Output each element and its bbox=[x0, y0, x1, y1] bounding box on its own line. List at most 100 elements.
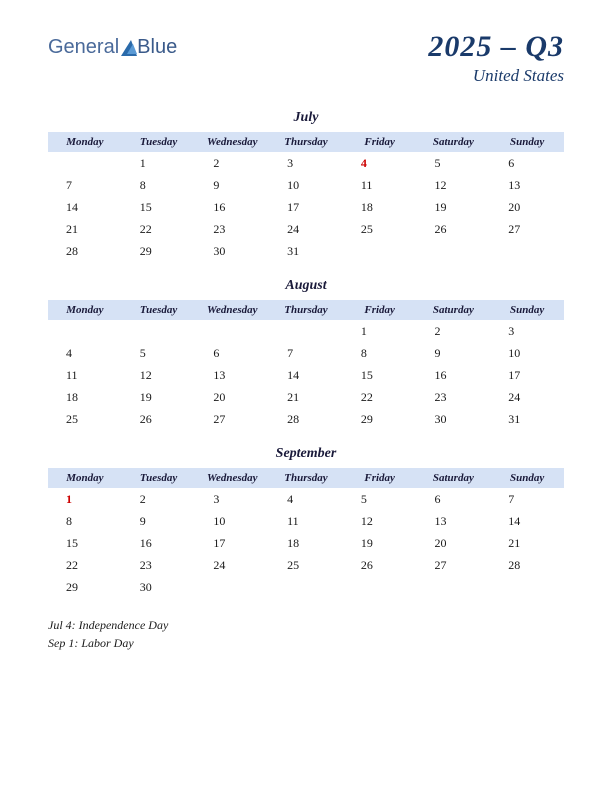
day-cell bbox=[343, 240, 417, 262]
day-cell: 2 bbox=[195, 152, 269, 174]
day-cell bbox=[269, 320, 343, 342]
day-cell: 23 bbox=[195, 218, 269, 240]
calendar-table: MondayTuesdayWednesdayThursdayFridaySatu… bbox=[48, 468, 564, 598]
day-cell: 9 bbox=[122, 510, 196, 532]
table-row: 123 bbox=[48, 320, 564, 342]
table-row: 45678910 bbox=[48, 342, 564, 364]
table-row: 2930 bbox=[48, 576, 564, 598]
day-cell: 24 bbox=[195, 554, 269, 576]
month-name: September bbox=[48, 446, 564, 462]
calendar-table: MondayTuesdayWednesdayThursdayFridaySatu… bbox=[48, 300, 564, 430]
day-header: Sunday bbox=[490, 468, 564, 488]
day-cell: 21 bbox=[490, 532, 564, 554]
day-cell: 13 bbox=[490, 174, 564, 196]
table-row: 25262728293031 bbox=[48, 408, 564, 430]
day-cell: 29 bbox=[48, 576, 122, 598]
day-cell: 19 bbox=[417, 196, 491, 218]
day-cell: 12 bbox=[417, 174, 491, 196]
day-cell: 31 bbox=[269, 240, 343, 262]
day-cell: 22 bbox=[122, 218, 196, 240]
day-cell: 20 bbox=[417, 532, 491, 554]
day-cell: 6 bbox=[195, 342, 269, 364]
table-row: 891011121314 bbox=[48, 510, 564, 532]
day-cell: 4 bbox=[48, 342, 122, 364]
day-cell: 8 bbox=[48, 510, 122, 532]
day-cell: 19 bbox=[122, 386, 196, 408]
day-header: Monday bbox=[48, 300, 122, 320]
title-block: 2025 – Q3 United States bbox=[428, 30, 564, 86]
table-row: 21222324252627 bbox=[48, 218, 564, 240]
day-cell: 18 bbox=[269, 532, 343, 554]
day-cell: 16 bbox=[195, 196, 269, 218]
day-header: Thursday bbox=[269, 300, 343, 320]
day-cell bbox=[490, 240, 564, 262]
day-cell: 20 bbox=[490, 196, 564, 218]
day-cell bbox=[269, 576, 343, 598]
table-row: 123456 bbox=[48, 152, 564, 174]
day-cell: 9 bbox=[417, 342, 491, 364]
day-header: Saturday bbox=[417, 300, 491, 320]
day-header: Wednesday bbox=[195, 132, 269, 152]
month-block: September MondayTuesdayWednesdayThursdayF… bbox=[48, 446, 564, 598]
month-block: August MondayTuesdayWednesdayThursdayFrid… bbox=[48, 278, 564, 430]
day-cell: 3 bbox=[195, 488, 269, 510]
day-cell: 24 bbox=[490, 386, 564, 408]
day-cell: 25 bbox=[269, 554, 343, 576]
day-cell: 17 bbox=[269, 196, 343, 218]
day-cell bbox=[195, 320, 269, 342]
day-header: Thursday bbox=[269, 468, 343, 488]
day-cell: 25 bbox=[48, 408, 122, 430]
page-subtitle: United States bbox=[428, 66, 564, 86]
logo-text-blue: Blue bbox=[137, 36, 177, 59]
day-cell: 15 bbox=[343, 364, 417, 386]
day-header: Friday bbox=[343, 132, 417, 152]
day-cell: 15 bbox=[48, 532, 122, 554]
day-cell: 9 bbox=[195, 174, 269, 196]
day-header: Tuesday bbox=[122, 468, 196, 488]
holiday-list: Jul 4: Independence DaySep 1: Labor Day bbox=[48, 616, 564, 652]
day-cell: 31 bbox=[490, 408, 564, 430]
header: General Blue 2025 – Q3 United States bbox=[48, 30, 564, 86]
day-cell: 7 bbox=[490, 488, 564, 510]
day-cell: 27 bbox=[195, 408, 269, 430]
day-cell: 27 bbox=[490, 218, 564, 240]
day-cell: 13 bbox=[195, 364, 269, 386]
day-cell: 10 bbox=[269, 174, 343, 196]
day-cell bbox=[490, 576, 564, 598]
day-cell: 7 bbox=[269, 342, 343, 364]
day-cell: 23 bbox=[122, 554, 196, 576]
day-cell: 5 bbox=[343, 488, 417, 510]
day-cell: 4 bbox=[269, 488, 343, 510]
day-header: Saturday bbox=[417, 132, 491, 152]
day-cell: 16 bbox=[417, 364, 491, 386]
day-cell: 3 bbox=[490, 320, 564, 342]
day-cell: 10 bbox=[195, 510, 269, 532]
day-header: Wednesday bbox=[195, 468, 269, 488]
day-cell bbox=[48, 320, 122, 342]
day-cell: 15 bbox=[122, 196, 196, 218]
logo-icon bbox=[121, 40, 137, 56]
day-header: Tuesday bbox=[122, 300, 196, 320]
table-row: 11121314151617 bbox=[48, 364, 564, 386]
day-header: Wednesday bbox=[195, 300, 269, 320]
day-cell: 18 bbox=[343, 196, 417, 218]
day-cell: 6 bbox=[490, 152, 564, 174]
day-cell: 6 bbox=[417, 488, 491, 510]
day-cell: 17 bbox=[490, 364, 564, 386]
day-cell: 26 bbox=[122, 408, 196, 430]
day-cell bbox=[48, 152, 122, 174]
table-row: 78910111213 bbox=[48, 174, 564, 196]
page-title: 2025 – Q3 bbox=[428, 30, 564, 64]
month-name: August bbox=[48, 278, 564, 294]
day-header: Friday bbox=[343, 300, 417, 320]
day-cell: 24 bbox=[269, 218, 343, 240]
day-cell: 5 bbox=[417, 152, 491, 174]
day-cell: 1 bbox=[343, 320, 417, 342]
day-cell: 11 bbox=[269, 510, 343, 532]
month-block: JulyMondayTuesdayWednesdayThursdayFriday… bbox=[48, 110, 564, 262]
day-cell: 5 bbox=[122, 342, 196, 364]
day-cell: 16 bbox=[122, 532, 196, 554]
day-cell bbox=[195, 576, 269, 598]
day-cell bbox=[343, 576, 417, 598]
day-cell: 17 bbox=[195, 532, 269, 554]
